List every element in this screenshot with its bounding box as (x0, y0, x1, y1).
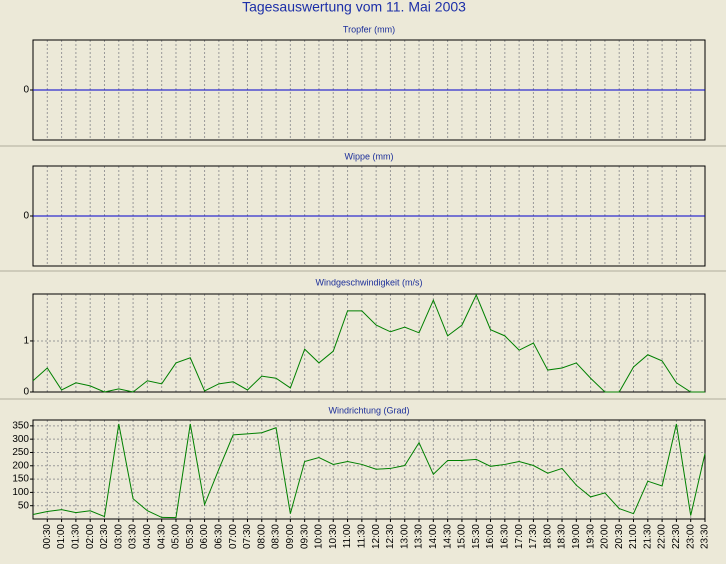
y-tick-label: 0 (23, 387, 29, 398)
x-tick-label: 21:30 (642, 524, 653, 549)
x-tick-label: 22:30 (671, 524, 682, 549)
y-tick-label: 50 (18, 500, 30, 511)
x-tick-label: 20:30 (614, 524, 625, 549)
x-tick-label: 00:30 (42, 524, 53, 549)
page-title: Tagesauswertung vom 11. Mai 2003 (242, 0, 466, 15)
x-tick-label: 13:00 (399, 524, 410, 549)
x-tick-label: 03:00 (113, 524, 124, 549)
data-line (32, 423, 706, 519)
y-tick-label: 250 (12, 447, 29, 458)
x-tick-label: 17:30 (528, 524, 539, 549)
x-tick-label: 12:30 (385, 524, 396, 549)
x-tick-label: 18:00 (542, 524, 553, 549)
y-tick-label: 1 (23, 336, 29, 347)
y-tick-label: 300 (12, 434, 29, 445)
x-tick-label: 23:00 (685, 524, 696, 549)
x-tick-label: 01:00 (56, 524, 67, 549)
x-tick-label: 11:30 (356, 524, 367, 549)
data-line (32, 293, 705, 393)
x-tick-label: 21:00 (628, 524, 639, 549)
plot-frame (32, 293, 706, 393)
x-tick-label: 08:00 (256, 524, 267, 549)
panel-title: Windgeschwindigkeit (m/s) (315, 277, 422, 287)
x-tick-label: 18:30 (557, 524, 568, 549)
x-tick-label: 10:00 (314, 524, 325, 549)
y-tick-label: 150 (12, 474, 29, 485)
x-tick-label: 03:30 (128, 524, 139, 549)
x-tick-label: 20:00 (600, 524, 611, 549)
y-tick-label: 0 (23, 85, 29, 96)
x-tick-label: 11:00 (342, 524, 353, 549)
x-tick-label: 02:00 (85, 524, 96, 549)
x-tick-label: 08:30 (271, 524, 282, 549)
x-tick-label: 04:00 (142, 524, 153, 549)
x-tick-label: 16:30 (499, 524, 510, 549)
x-tick-label: 15:00 (457, 524, 468, 549)
x-tick-label: 05:30 (185, 524, 196, 549)
x-tick-label: 09:30 (299, 524, 310, 549)
x-tick-label: 06:00 (199, 524, 210, 549)
x-tick-label: 10:30 (328, 524, 339, 549)
x-tick-label: 14:00 (428, 524, 439, 549)
x-tick-label: 01:30 (71, 524, 82, 549)
x-tick-label: 04:30 (156, 524, 167, 549)
y-tick-label: 350 (12, 420, 29, 431)
x-tick-label: 09:00 (285, 524, 296, 549)
x-tick-label: 05:00 (171, 524, 182, 549)
x-tick-label: 16:00 (485, 524, 496, 549)
panel-title: Tropfer (mm) (343, 24, 395, 34)
x-tick-label: 23:30 (700, 524, 711, 549)
x-tick-label: 14:30 (442, 524, 453, 549)
x-tick-label: 12:00 (371, 524, 382, 549)
x-tick-label: 06:30 (214, 524, 225, 549)
x-tick-label: 13:30 (414, 524, 425, 549)
x-tick-label: 22:00 (657, 524, 668, 549)
y-tick-label: 0 (23, 211, 29, 222)
x-tick-label: 15:30 (471, 524, 482, 549)
plot-frame (32, 419, 706, 520)
panel-title: Windrichtung (Grad) (328, 405, 409, 415)
x-tick-label: 02:30 (99, 524, 110, 549)
x-tick-label: 19:30 (585, 524, 596, 549)
y-tick-label: 200 (12, 460, 29, 471)
x-tick-label: 17:00 (514, 524, 525, 549)
panel-title: Wippe (mm) (345, 151, 394, 161)
y-tick-label: 100 (12, 487, 29, 498)
x-tick-label: 19:00 (571, 524, 582, 549)
x-tick-label: 07:00 (228, 524, 239, 549)
x-tick-label: 07:30 (242, 524, 253, 549)
